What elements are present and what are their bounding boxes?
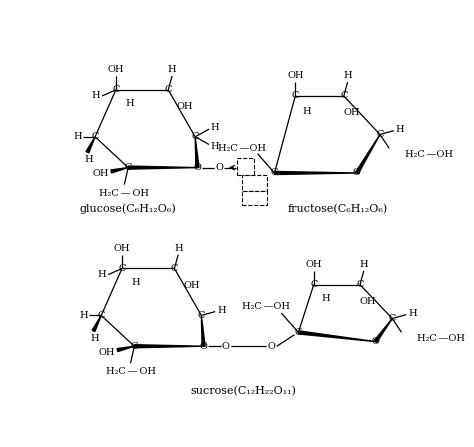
Text: O: O bbox=[215, 163, 223, 172]
Text: O: O bbox=[353, 169, 361, 177]
Text: H: H bbox=[217, 306, 226, 315]
Bar bbox=[242, 191, 267, 205]
Text: C: C bbox=[271, 169, 278, 177]
Bar bbox=[237, 158, 254, 175]
Text: H: H bbox=[343, 72, 352, 80]
Text: OH: OH bbox=[359, 297, 376, 306]
Polygon shape bbox=[111, 168, 128, 173]
Polygon shape bbox=[274, 172, 357, 174]
Text: C: C bbox=[98, 311, 105, 320]
Text: H₂C — OH: H₂C — OH bbox=[100, 189, 149, 198]
Text: C: C bbox=[131, 342, 138, 351]
Text: H: H bbox=[91, 92, 100, 101]
Polygon shape bbox=[117, 346, 134, 352]
Text: O: O bbox=[193, 163, 201, 172]
Text: H: H bbox=[85, 156, 93, 164]
Text: H: H bbox=[73, 132, 82, 141]
Polygon shape bbox=[86, 137, 95, 153]
Text: O: O bbox=[267, 342, 275, 351]
Text: H: H bbox=[91, 334, 100, 343]
Text: H: H bbox=[241, 163, 249, 172]
Text: C: C bbox=[91, 132, 99, 141]
Text: H: H bbox=[321, 294, 329, 303]
Text: H: H bbox=[359, 260, 368, 269]
Bar bbox=[242, 174, 267, 191]
Text: OH: OH bbox=[306, 260, 322, 269]
Text: C: C bbox=[376, 130, 383, 139]
Polygon shape bbox=[374, 319, 392, 342]
Text: H: H bbox=[168, 65, 176, 74]
Text: H₂C —OH: H₂C —OH bbox=[242, 303, 290, 312]
Text: H: H bbox=[79, 311, 88, 320]
Text: C: C bbox=[340, 92, 347, 101]
Text: H: H bbox=[302, 107, 311, 116]
Text: OH: OH bbox=[114, 244, 130, 253]
Text: glucose(C₆H₁₂O₆): glucose(C₆H₁₂O₆) bbox=[80, 204, 177, 215]
Text: H₂C —OH: H₂C —OH bbox=[417, 334, 465, 343]
Text: C: C bbox=[164, 85, 172, 94]
Text: H: H bbox=[132, 278, 140, 287]
Text: OH: OH bbox=[287, 72, 303, 80]
Text: O: O bbox=[200, 342, 208, 351]
Text: OH: OH bbox=[99, 348, 115, 357]
Text: C: C bbox=[310, 280, 318, 289]
Polygon shape bbox=[201, 316, 205, 346]
Text: H: H bbox=[408, 309, 417, 318]
Text: OH: OH bbox=[183, 281, 200, 290]
Text: H: H bbox=[174, 244, 182, 253]
Text: OH: OH bbox=[343, 109, 360, 118]
Text: O: O bbox=[221, 342, 229, 351]
Text: H: H bbox=[98, 270, 106, 279]
Text: C: C bbox=[112, 85, 119, 94]
Text: C: C bbox=[191, 132, 199, 141]
Text: sucrose(C₁₂H₂₂O₁₁): sucrose(C₁₂H₂₂O₁₁) bbox=[190, 386, 296, 396]
Text: O: O bbox=[372, 337, 379, 346]
Text: C: C bbox=[171, 264, 178, 273]
Polygon shape bbox=[356, 135, 380, 174]
Text: H₂C — OH: H₂C — OH bbox=[106, 367, 155, 376]
Text: C: C bbox=[389, 314, 396, 323]
Text: C: C bbox=[295, 328, 302, 337]
Text: C: C bbox=[292, 92, 299, 101]
Polygon shape bbox=[298, 331, 375, 342]
Text: OH: OH bbox=[92, 169, 109, 178]
Text: C: C bbox=[118, 264, 126, 273]
Polygon shape bbox=[195, 137, 199, 168]
Text: H₂C —OH: H₂C —OH bbox=[218, 144, 266, 153]
Text: H: H bbox=[396, 125, 404, 135]
Text: H: H bbox=[211, 142, 219, 151]
Text: C: C bbox=[198, 311, 205, 320]
Text: H: H bbox=[211, 123, 219, 132]
Text: C: C bbox=[356, 280, 364, 289]
Text: H₂C —OH: H₂C —OH bbox=[405, 150, 453, 159]
Polygon shape bbox=[134, 345, 204, 348]
Text: OH: OH bbox=[108, 65, 124, 74]
Text: H: H bbox=[126, 99, 134, 108]
Text: OH: OH bbox=[246, 179, 263, 188]
Text: C: C bbox=[125, 163, 132, 172]
Text: OH: OH bbox=[177, 102, 193, 111]
Polygon shape bbox=[128, 166, 198, 169]
Text: fructose(C₆H₁₂O₆): fructose(C₆H₁₂O₆) bbox=[288, 204, 388, 214]
Polygon shape bbox=[92, 316, 101, 332]
